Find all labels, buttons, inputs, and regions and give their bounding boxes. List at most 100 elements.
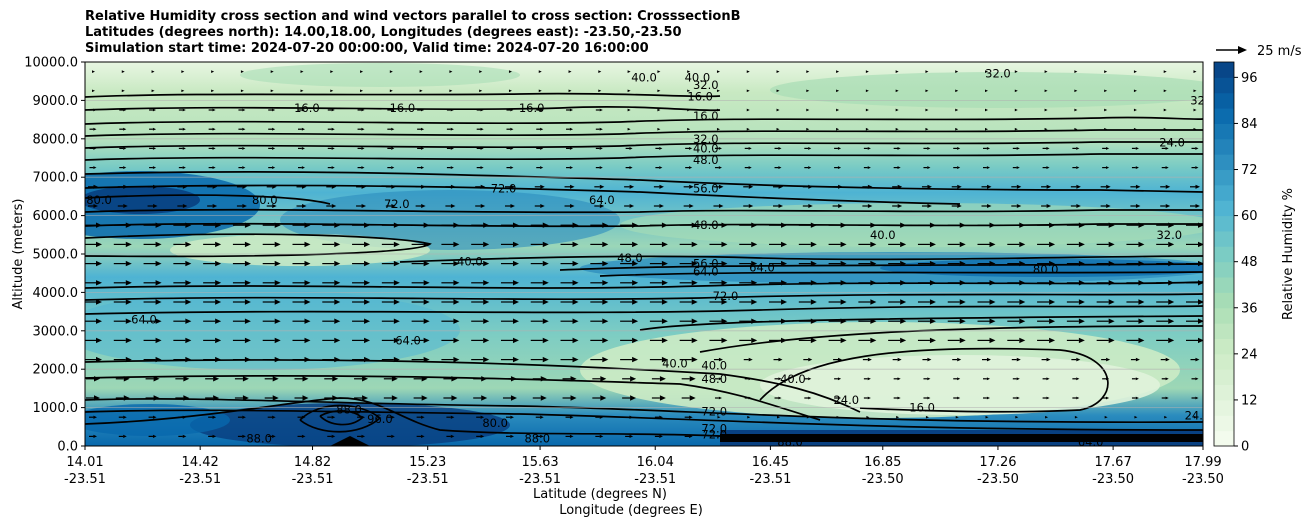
title-line-2: Latitudes (degrees north): 14.00,18.00, … xyxy=(85,25,682,40)
wind-vector-head xyxy=(718,184,724,189)
wind-vector-head xyxy=(390,51,393,54)
wind-vector-head xyxy=(155,318,162,324)
contour-label: 40.0 xyxy=(631,70,657,84)
wind-vector-head xyxy=(423,241,430,248)
wind-vector-head xyxy=(212,184,218,189)
wind-vector-head xyxy=(215,337,222,344)
wind-vector-head xyxy=(925,89,929,93)
y-tick-label: 7000.0 xyxy=(33,171,79,186)
wind-vector-head xyxy=(659,146,663,150)
wind-vector-head xyxy=(423,222,430,228)
wind-vector-head xyxy=(364,222,371,228)
wind-vector-head xyxy=(957,166,961,170)
wind-vector-head xyxy=(1014,89,1018,93)
wind-vector-head xyxy=(1104,127,1108,131)
wind-vector-head xyxy=(391,376,398,382)
wind-vector-head xyxy=(870,318,877,324)
wind-vector-head xyxy=(451,376,458,382)
wind-vector-head xyxy=(627,127,631,131)
x-axis: 14.01 -23.51 14.42 -23.51 14.82 -23.51 15.23 -2… xyxy=(64,446,1224,487)
wind-vector-head xyxy=(1138,222,1145,228)
y-tick-label: 1000.0 xyxy=(33,401,79,416)
contour-labels: 16.0 16.0 16.040.0 40.032.016.016.032.032.0… xyxy=(86,67,1203,446)
y-tick-label: 8000.0 xyxy=(33,132,79,147)
wind-vector-head xyxy=(570,184,575,189)
wind-vector-head xyxy=(212,166,216,170)
wind-vector-head xyxy=(1105,396,1110,400)
wind-vector-head xyxy=(364,260,371,267)
wind-vector-head xyxy=(125,222,132,228)
wind-vector-head xyxy=(300,70,304,73)
wind-vector-head xyxy=(630,395,637,401)
colorbar-tick-label: 24 xyxy=(1241,347,1258,362)
wind-vector-head xyxy=(304,337,311,344)
wind-vector-head xyxy=(628,51,631,54)
wind-vector-head xyxy=(242,146,246,150)
wind-vector-head xyxy=(334,260,341,267)
wind-vector-head xyxy=(808,184,813,189)
wind-vector-head xyxy=(152,434,157,439)
wind-vector-head xyxy=(627,89,631,93)
wind-vector-head xyxy=(781,337,788,344)
wind-vector-head xyxy=(929,299,936,305)
wind-vector-head xyxy=(1049,241,1056,248)
wind-vector-head xyxy=(361,184,367,189)
wind-vector-head xyxy=(450,108,454,112)
wind-vector-head xyxy=(1165,377,1169,381)
wind-vector-head xyxy=(659,415,663,419)
wind-vector-head xyxy=(1165,184,1171,189)
contour-label: 56.0 xyxy=(693,257,719,271)
wind-vector-head xyxy=(925,127,929,131)
wind-vector-head xyxy=(1164,435,1168,438)
wind-vector-head xyxy=(92,51,95,54)
wind-vector-head xyxy=(989,241,996,248)
contour-label: 32.0 xyxy=(693,78,719,92)
wind-vector-head xyxy=(125,299,132,305)
title-line-3: Simulation start time: 2024-07-20 00:00:… xyxy=(85,41,649,56)
wind-vector-head xyxy=(272,127,276,131)
chart-title: Relative Humidity cross section and wind… xyxy=(85,9,741,57)
wind-vector-head xyxy=(836,108,840,112)
colorbar-tick-label: 36 xyxy=(1241,301,1258,316)
wind-vector-head xyxy=(777,415,781,419)
wind-vector-head xyxy=(96,280,102,286)
wind-vector-head xyxy=(1044,108,1048,112)
wind-vector-head xyxy=(1165,146,1169,150)
wind-vector-head xyxy=(897,357,902,362)
wind-vector-head xyxy=(244,337,251,344)
wind-vector-head xyxy=(689,146,693,150)
wind-vector-head xyxy=(957,396,961,400)
wind-vector-head xyxy=(1108,299,1115,305)
wind-vector-head xyxy=(572,280,579,286)
wind-vector-head xyxy=(1108,241,1115,248)
wind-vector-head xyxy=(959,280,966,286)
wind-vector-head xyxy=(1133,89,1137,93)
contour-label: 48.0 xyxy=(693,218,719,232)
wind-vector-head xyxy=(691,222,698,228)
wind-vector-head xyxy=(211,51,214,54)
wind-vector-head xyxy=(781,318,788,324)
wind-vector-head xyxy=(244,318,251,324)
colorbar-band xyxy=(1214,246,1234,263)
wind-vector-head xyxy=(1049,280,1056,286)
wind-vector-head xyxy=(748,357,753,362)
wind-vector-head xyxy=(1138,318,1145,324)
wind-vector-head xyxy=(182,434,187,439)
colorbar-band xyxy=(1214,138,1234,155)
wind-vector-head xyxy=(955,51,958,54)
wind-vector-head xyxy=(512,299,519,305)
wind-vector-head xyxy=(689,434,693,439)
wind-vector-head xyxy=(360,51,363,54)
wind-vector-head xyxy=(748,396,752,400)
wind-vector-head xyxy=(1076,166,1080,170)
wind-vector-head xyxy=(989,260,996,267)
wind-vector-head xyxy=(361,434,366,439)
wind-vector-head xyxy=(181,51,184,54)
quiver-key-label: 25 m/s xyxy=(1257,44,1302,59)
wind-vector-head xyxy=(300,51,303,54)
wind-vector-head xyxy=(331,415,336,419)
wind-vector-head xyxy=(93,127,97,131)
wind-vector-head xyxy=(1019,318,1026,324)
x-tick-label-lat: 17.26 xyxy=(979,455,1016,470)
wind-vector-head xyxy=(599,127,603,131)
